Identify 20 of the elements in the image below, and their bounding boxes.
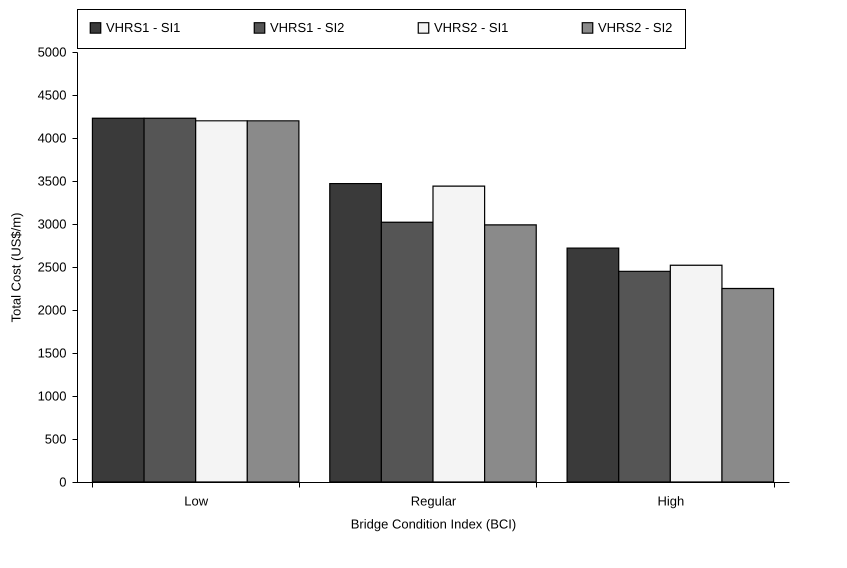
y-axis-title: Total Cost (US$/m) xyxy=(8,212,24,322)
y-tick-label: 1000 xyxy=(38,388,66,404)
x-tick-label: Low xyxy=(184,494,209,508)
y-tick-label: 5000 xyxy=(38,44,66,60)
legend-label: VHRS2 - SI1 xyxy=(434,20,508,35)
legend-label: VHRS2 - SI2 xyxy=(598,20,672,35)
y-tick-label: 4500 xyxy=(38,88,66,102)
y-tick-label: 2500 xyxy=(38,260,66,274)
y-tick-label: 2000 xyxy=(38,302,66,318)
x-axis-title: Bridge Condition Index (BCI) xyxy=(350,516,516,532)
x-tick-label: High xyxy=(657,494,684,508)
y-tick-label: 0 xyxy=(59,474,66,490)
legend-label: VHRS1 - SI2 xyxy=(270,20,344,35)
y-tick-label: 3500 xyxy=(38,174,66,188)
y-tick-label: 1500 xyxy=(38,346,66,360)
y-tick-label: 3000 xyxy=(38,216,66,232)
legend-label: VHRS1 - SI1 xyxy=(106,20,180,35)
x-tick-label: Regular xyxy=(410,494,457,508)
y-tick-label: 500 xyxy=(44,432,66,446)
y-tick-label: 4000 xyxy=(38,130,66,146)
